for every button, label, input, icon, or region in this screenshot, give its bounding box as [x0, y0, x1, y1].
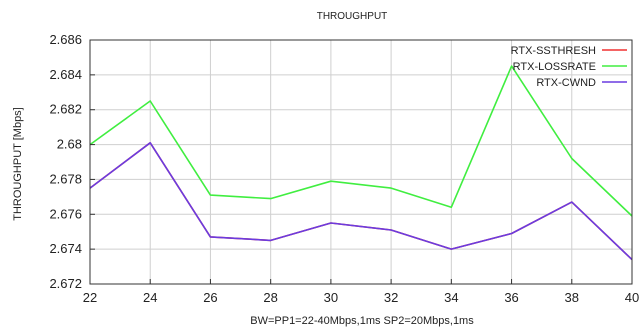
y-tick-label: 2.684	[49, 67, 82, 82]
axis-ticks: 22 24 26 28 30 32 34 36 38 40 2.672 2.674 2.676 2.678…	[49, 32, 639, 305]
plot-frame	[89, 39, 633, 285]
chart-title: THROUGHPUT	[317, 11, 388, 22]
series-line-rtx-ssthresh	[89, 142, 633, 261]
legend-label: RTX-SSTHRESH	[511, 45, 596, 57]
x-tick-label: 38	[565, 290, 579, 305]
series-line-rtx-lossrate	[89, 65, 633, 217]
x-tick-label: 32	[384, 290, 398, 305]
y-tick-label: 2.68	[57, 137, 82, 152]
x-tick-label: 36	[504, 290, 518, 305]
y-tick-label: 2.674	[49, 241, 82, 256]
y-tick-label: 2.686	[49, 32, 82, 47]
y-tick-label: 2.676	[49, 206, 82, 221]
legend: RTX-SSTHRESH RTX-LOSSRATE RTX-CWND	[511, 45, 627, 89]
x-tick-label: 34	[444, 290, 458, 305]
x-tick-label: 40	[625, 290, 639, 305]
y-axis-title: THROUGHPUT [Mbps]	[12, 107, 24, 220]
x-tick-label: 30	[324, 290, 338, 305]
y-tick-label: 2.678	[49, 171, 82, 186]
x-tick-label: 24	[143, 290, 157, 305]
y-tick-label: 2.672	[49, 276, 82, 291]
series-line-rtx-cwnd	[89, 142, 633, 261]
legend-label: RTX-LOSSRATE	[513, 61, 596, 73]
x-tick-label: 28	[263, 290, 277, 305]
x-axis-title: BW=PP1=22-40Mbps,1ms SP2=20Mbps,1ms	[250, 315, 474, 327]
y-tick-label: 2.682	[49, 102, 82, 117]
x-tick-label: 22	[83, 290, 97, 305]
series-lines	[89, 65, 633, 261]
legend-label: RTX-CWND	[536, 77, 596, 89]
x-tick-label: 26	[203, 290, 217, 305]
